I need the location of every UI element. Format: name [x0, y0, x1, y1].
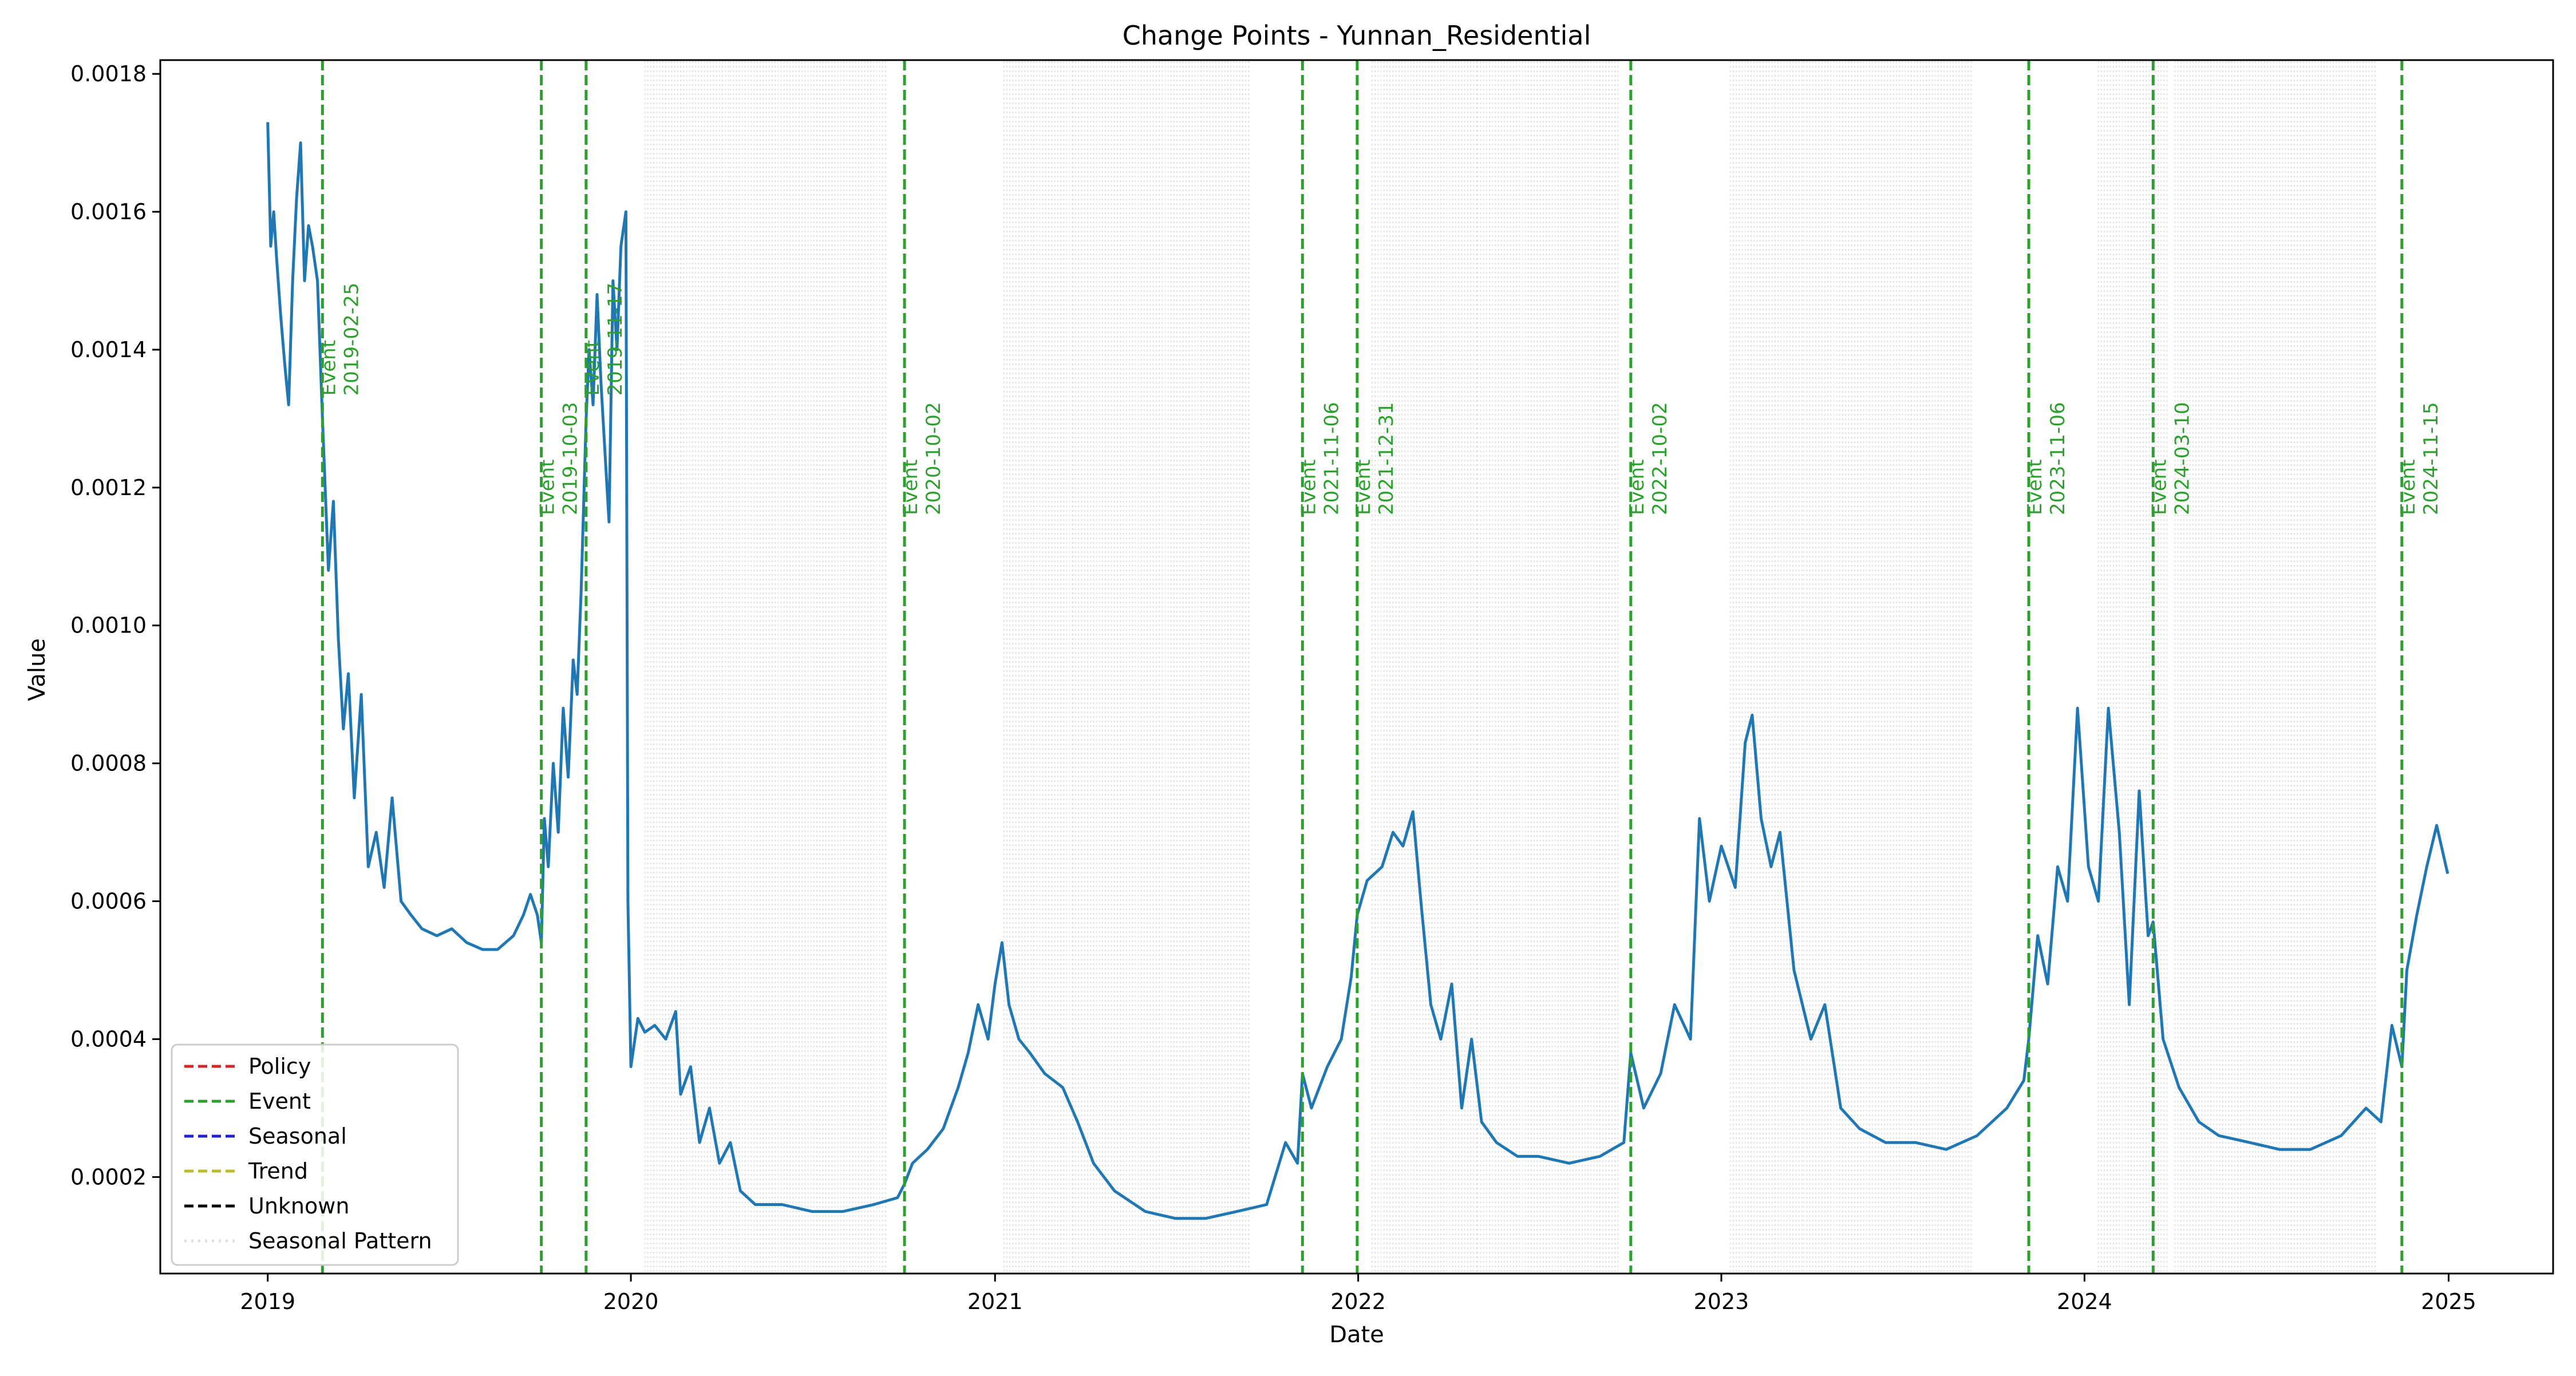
change-point-date-label: 2023-11-06	[2046, 402, 2069, 515]
change-point-label: Event 2021-11-06	[1297, 402, 1343, 515]
legend: Policy Event Seasonal Trend Unknown Seasonal …	[171, 1043, 459, 1266]
x-tick-label: 2019	[240, 1289, 295, 1314]
legend-label: Trend	[248, 1158, 308, 1184]
legend-label: Event	[248, 1089, 311, 1114]
y-axis-ticks: 0.0002 0.0004 0.0006 0.0008 0.0010 0.0012 0.00…	[70, 61, 160, 1189]
change-point-label: Event 2024-03-10	[2148, 402, 2194, 515]
x-tick-label: 2025	[2421, 1289, 2476, 1314]
change-point-date-label: 2019-11-17	[604, 283, 627, 396]
change-point-type-label: Event	[899, 460, 922, 515]
change-point-type-label: Event	[2024, 460, 2046, 515]
change-point-label: Event 2019-11-17	[581, 283, 627, 396]
x-tick-label: 2022	[1330, 1289, 1386, 1314]
change-point-label: Event 2022-10-02	[1626, 402, 1672, 515]
change-point-type-label: Event	[1297, 460, 1320, 515]
change-point-date-label: 2020-10-02	[922, 402, 945, 515]
y-tick-label: 0.0012	[70, 475, 147, 500]
change-point-label: Event 2024-11-15	[2397, 402, 2443, 515]
change-point-label: Event 2021-12-31	[1352, 402, 1398, 515]
change-point-type-label: Event	[317, 340, 340, 396]
series-layer	[266, 122, 2449, 1220]
change-point-type-label: Event	[581, 340, 604, 396]
change-point-type-label: Event	[1626, 460, 1649, 515]
change-point-label: Event 2020-10-02	[899, 402, 945, 515]
y-tick-label: 0.0016	[70, 199, 147, 224]
y-axis-label: Value	[24, 638, 50, 701]
change-point-label: Event 2019-10-03	[536, 402, 582, 515]
x-tick-label: 2024	[2057, 1289, 2112, 1314]
change-point-date-label: 2021-11-06	[1320, 402, 1343, 515]
change-point-type-label: Event	[536, 460, 559, 515]
legend-label: Seasonal Pattern	[248, 1228, 432, 1254]
plot-frame	[159, 59, 2554, 1275]
change-point-type-label: Event	[2397, 460, 2420, 515]
y-tick-label: 0.0006	[70, 889, 147, 914]
y-tick-label: 0.0014	[70, 337, 147, 362]
x-tick-label: 2020	[603, 1289, 659, 1314]
series-line	[266, 122, 2449, 1220]
chart-title: Change Points - Yunnan_Residential	[1123, 20, 1591, 51]
seasonal-pattern-layer	[644, 61, 2376, 1272]
legend-label: Unknown	[248, 1193, 349, 1219]
change-point-label: Event 2023-11-06	[2024, 402, 2069, 515]
y-tick-label: 0.0002	[70, 1164, 147, 1189]
change-point-date-label: 2022-10-02	[1649, 402, 1672, 515]
y-tick-label: 0.0008	[70, 751, 147, 776]
change-point-date-label: 2024-11-15	[2420, 402, 2443, 515]
change-point-type-label: Event	[1352, 460, 1375, 515]
change-point-date-label: 2021-12-31	[1375, 402, 1398, 515]
y-tick-label: 0.0004	[70, 1026, 147, 1051]
x-tick-label: 2021	[967, 1289, 1023, 1314]
y-tick-label: 0.0010	[70, 613, 147, 638]
change-point-label: Event 2019-02-25	[317, 283, 363, 396]
x-axis-label: Date	[1329, 1322, 1384, 1348]
legend-box	[171, 1043, 459, 1266]
change-point-type-label: Event	[2148, 460, 2171, 515]
x-axis-ticks: 2019 2020 2021 2022 2023 2024 2025	[240, 1274, 2476, 1314]
legend-label: Policy	[248, 1054, 311, 1079]
change-point-date-label: 2019-10-03	[559, 402, 582, 515]
x-tick-label: 2023	[1694, 1289, 1749, 1314]
y-tick-label: 0.0018	[70, 61, 147, 86]
change-point-date-label: 2024-03-10	[2171, 402, 2194, 515]
legend-label: Seasonal	[248, 1124, 347, 1149]
change-point-date-label: 2019-02-25	[340, 283, 363, 396]
